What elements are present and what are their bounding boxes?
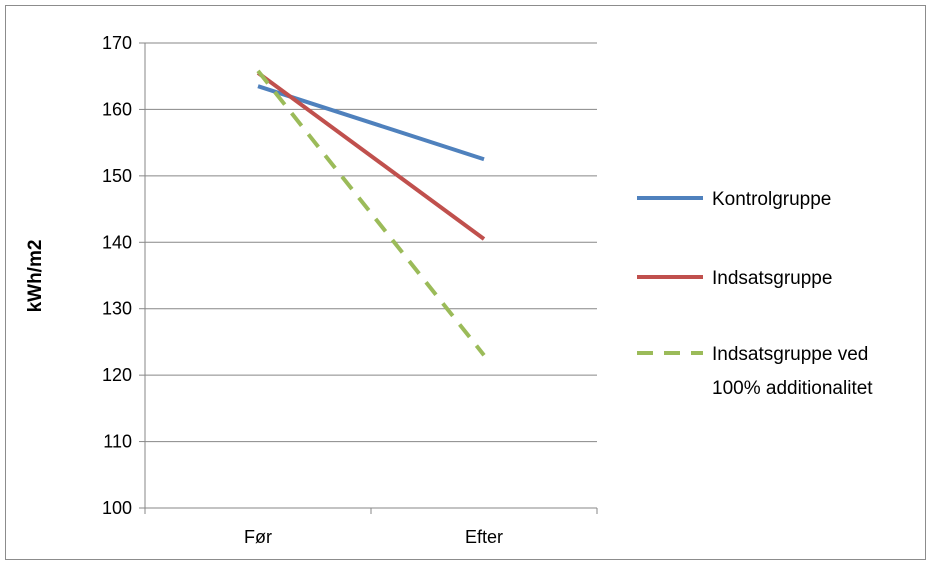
gridlines bbox=[145, 42, 597, 443]
y-axis-title: kWh/m2 bbox=[25, 240, 46, 313]
y-tick-label: 130 bbox=[102, 299, 132, 319]
legend-label-line: Indsatsgruppe bbox=[712, 268, 832, 289]
legend: Kontrolgruppe Indsatsgruppe Indsatsgruppe … bbox=[637, 189, 873, 399]
tick-labels: 100 110 120 130 140 150 160 170 Før Efter bbox=[102, 33, 503, 547]
y-tick-label: 120 bbox=[102, 365, 132, 385]
legend-label: Indsatsgruppe ved 100% additionalitet bbox=[712, 344, 873, 399]
legend-label: Indsatsgruppe bbox=[712, 268, 832, 289]
y-tick-label: 110 bbox=[103, 432, 132, 452]
y-tick-label: 160 bbox=[102, 99, 132, 119]
axes bbox=[139, 42, 598, 514]
series-lines bbox=[256, 69, 486, 357]
y-tick-label: 150 bbox=[102, 166, 132, 186]
legend-label-line: Kontrolgruppe bbox=[712, 189, 831, 210]
y-tick-label: 140 bbox=[102, 232, 132, 252]
series-line-2 bbox=[256, 71, 486, 241]
legend-label-line: 100% additionalitet bbox=[712, 378, 873, 399]
y-tick-label: 170 bbox=[102, 33, 132, 53]
legend-label-line: Indsatsgruppe ved bbox=[712, 344, 868, 365]
legend-label: Kontrolgruppe bbox=[712, 189, 831, 210]
x-tick-label: Efter bbox=[465, 527, 503, 547]
series-line-3 bbox=[256, 69, 486, 357]
x-tick-label: Før bbox=[244, 527, 272, 547]
y-tick-label: 100 bbox=[102, 498, 132, 518]
chart-frame bbox=[5, 5, 926, 560]
